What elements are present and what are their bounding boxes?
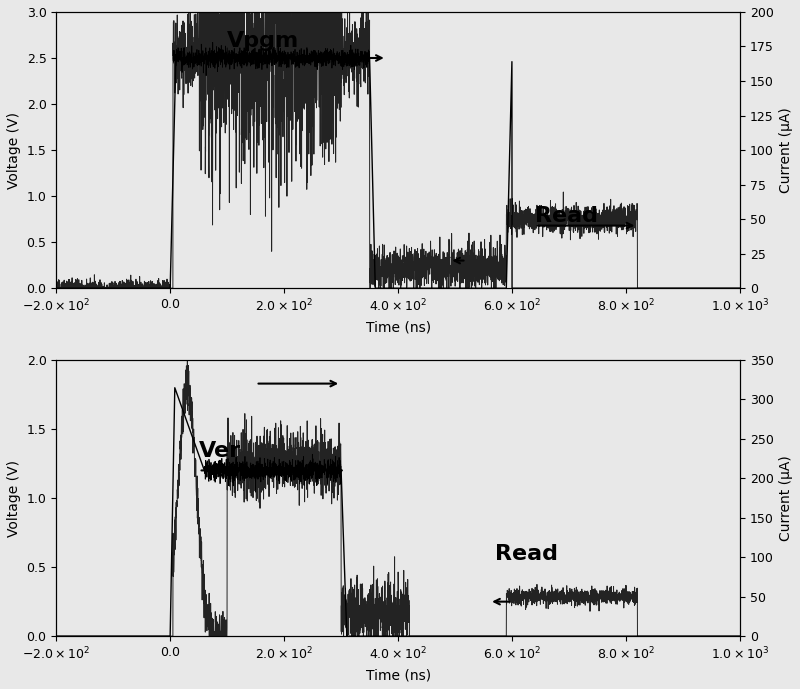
Text: Ver: Ver — [198, 440, 241, 461]
Text: Vpgm: Vpgm — [227, 31, 299, 51]
Y-axis label: Voltage (V): Voltage (V) — [7, 460, 21, 537]
Y-axis label: Voltage (V): Voltage (V) — [7, 112, 21, 189]
Y-axis label: Current (μA): Current (μA) — [779, 107, 793, 193]
Text: Read: Read — [534, 206, 598, 226]
Text: Read: Read — [495, 544, 558, 564]
Y-axis label: Current (μA): Current (μA) — [779, 455, 793, 541]
X-axis label: Time (ns): Time (ns) — [366, 668, 430, 682]
X-axis label: Time (ns): Time (ns) — [366, 320, 430, 334]
